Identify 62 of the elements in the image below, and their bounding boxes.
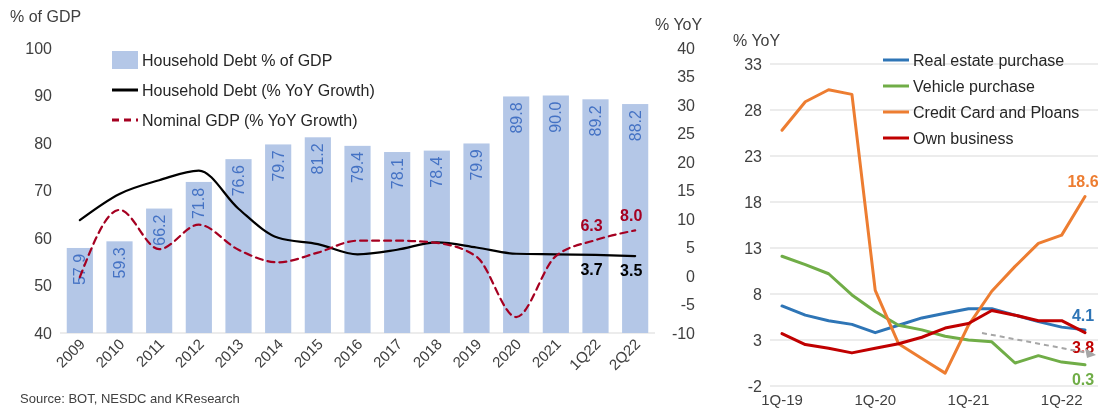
x-tick-label: 1Q-21 — [947, 391, 990, 408]
data-label: 79.7 — [269, 150, 287, 182]
y-tick-label: 90 — [34, 87, 53, 105]
data-label: 90.0 — [547, 101, 565, 133]
y-tick-label: -2 — [747, 377, 763, 395]
data-label: 78.1 — [388, 157, 406, 190]
y-tick-label: 8 — [753, 285, 763, 303]
y-tick-label: 80 — [34, 134, 53, 152]
y-tick-label: 18 — [744, 193, 763, 211]
legend-label: Vehicle purchase — [913, 77, 1035, 95]
y2-tick-label: 30 — [677, 96, 696, 114]
y2-tick-label: 20 — [677, 153, 696, 171]
x-tick-label: 1Q-19 — [761, 391, 803, 408]
data-label: 6.3 — [580, 217, 603, 235]
data-label: 89.2 — [587, 105, 605, 137]
y-axis-title: % YoY — [733, 32, 781, 49]
data-label: 79.4 — [349, 151, 367, 183]
data-label: 4.1 — [1071, 306, 1095, 324]
data-label: 88.2 — [626, 109, 644, 142]
y-tick-label: 100 — [25, 39, 53, 57]
source-note: Source: BOT, NESDC and KResearch — [20, 391, 240, 406]
y2-tick-label: -5 — [680, 296, 696, 314]
y-tick-label: 23 — [744, 147, 763, 165]
y-tick-label: 13 — [744, 239, 763, 257]
data-label: 66.2 — [150, 214, 168, 246]
y-tick-label: 40 — [34, 324, 53, 342]
data-label: 3.7 — [580, 260, 603, 278]
y2-tick-label: 10 — [677, 210, 696, 228]
y2-axis-title: % YoY — [655, 16, 703, 33]
y-tick-label: 33 — [744, 55, 763, 73]
data-label: 71.8 — [190, 187, 208, 220]
data-label: 3.5 — [620, 262, 643, 280]
legend-label: Household Debt (% YoY Growth) — [142, 81, 375, 99]
data-label: 79.9 — [468, 149, 486, 181]
y-axis-title: % of GDP — [10, 8, 82, 25]
y2-tick-label: 0 — [686, 267, 696, 285]
y2-tick-label: -10 — [671, 324, 696, 342]
data-label: 76.6 — [230, 165, 248, 197]
x-tick-label: 1Q-20 — [854, 391, 897, 408]
data-label: 78.4 — [428, 156, 446, 188]
legend-label: Credit Card and Ploans — [913, 103, 1080, 121]
y2-tick-label: 5 — [686, 239, 696, 257]
data-label: 8.0 — [620, 207, 643, 225]
data-label: 89.8 — [507, 102, 525, 134]
y2-tick-label: 40 — [677, 39, 696, 57]
y-tick-label: 60 — [34, 229, 53, 247]
data-label: 0.3 — [1071, 370, 1095, 388]
y-tick-label: 50 — [34, 277, 53, 295]
y-tick-label: 70 — [34, 182, 53, 200]
y-tick-label: 3 — [753, 331, 763, 349]
y2-tick-label: 15 — [677, 182, 696, 200]
x-tick-label: 1Q-22 — [1040, 391, 1083, 408]
legend-label: Nominal GDP (% YoY Growth) — [142, 111, 358, 129]
y-tick-label: 28 — [744, 101, 763, 119]
data-label: 81.2 — [309, 143, 327, 175]
data-label: 18.6 — [1067, 173, 1099, 191]
legend-label: Household Debt % of GDP — [142, 51, 333, 69]
y2-tick-label: 35 — [677, 68, 696, 86]
data-label: 59.3 — [111, 247, 129, 279]
y2-tick-label: 25 — [677, 125, 696, 143]
legend-label: Own business — [913, 129, 1014, 147]
legend-label: Real estate purchase — [913, 51, 1065, 69]
